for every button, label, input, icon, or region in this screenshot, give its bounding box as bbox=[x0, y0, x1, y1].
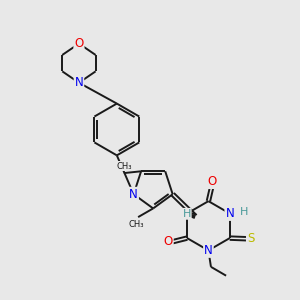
Text: O: O bbox=[74, 37, 84, 50]
Text: O: O bbox=[208, 175, 217, 188]
Text: CH₃: CH₃ bbox=[129, 220, 144, 229]
Text: N: N bbox=[225, 207, 234, 220]
Text: H: H bbox=[240, 207, 248, 217]
Text: N: N bbox=[204, 244, 213, 257]
Text: N: N bbox=[75, 76, 83, 89]
Text: O: O bbox=[164, 236, 173, 248]
Text: S: S bbox=[247, 232, 254, 245]
Text: CH₃: CH₃ bbox=[116, 162, 132, 171]
Text: N: N bbox=[129, 188, 138, 201]
Text: H: H bbox=[182, 209, 191, 219]
